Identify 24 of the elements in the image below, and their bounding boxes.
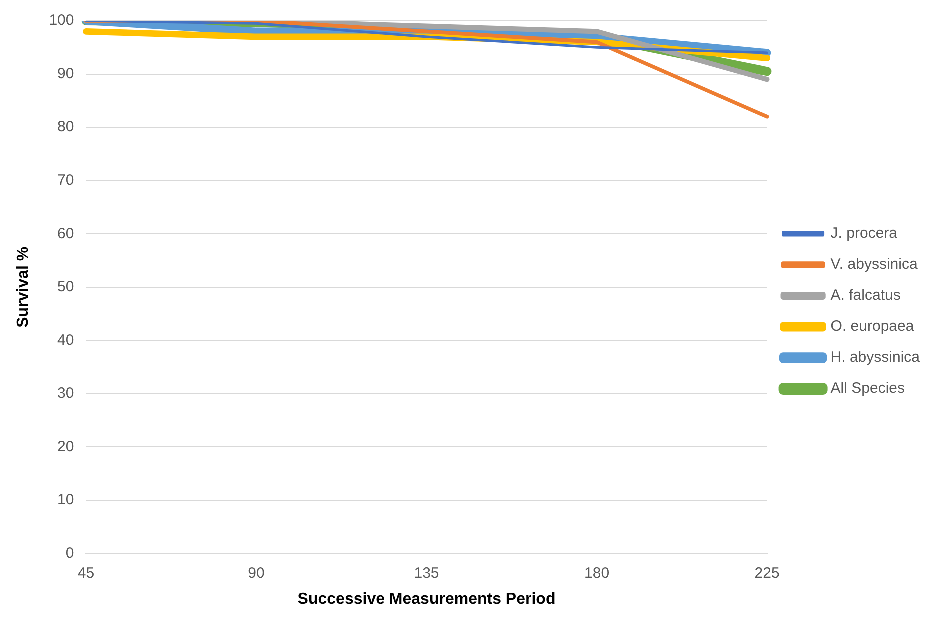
legend-label: V. abyssinica — [830, 256, 918, 274]
legend-label: J. procera — [830, 225, 898, 242]
x-tick-label: 135 — [414, 564, 440, 582]
y-tick-label: 90 — [58, 65, 74, 82]
y-tick-label: 20 — [58, 438, 74, 456]
y-tick-label: 80 — [58, 118, 74, 136]
y-tick-label: 70 — [58, 172, 74, 189]
y-tick-label: 30 — [58, 385, 74, 402]
legend-label: A. falcatus — [830, 287, 901, 304]
y-tick-label: 50 — [58, 278, 74, 296]
y-tick-label: 60 — [58, 225, 74, 242]
y-tick-label: 40 — [58, 332, 74, 349]
y-tick-label: 10 — [58, 492, 74, 509]
legend-label: O. europaea — [830, 318, 915, 336]
x-axis-title: Successive Measurements Period — [298, 590, 556, 608]
legend-label: All Species — [830, 380, 905, 398]
legend-label: H. abyssinica — [830, 349, 921, 366]
y-tick-label: 0 — [66, 544, 74, 562]
y-axis-title: Survival % — [15, 246, 32, 328]
x-tick-label: 180 — [584, 564, 610, 582]
x-tick-label: 90 — [248, 564, 265, 582]
y-tick-label: 100 — [49, 12, 74, 30]
x-tick-label: 45 — [78, 564, 95, 582]
x-tick-label: 225 — [754, 564, 780, 582]
